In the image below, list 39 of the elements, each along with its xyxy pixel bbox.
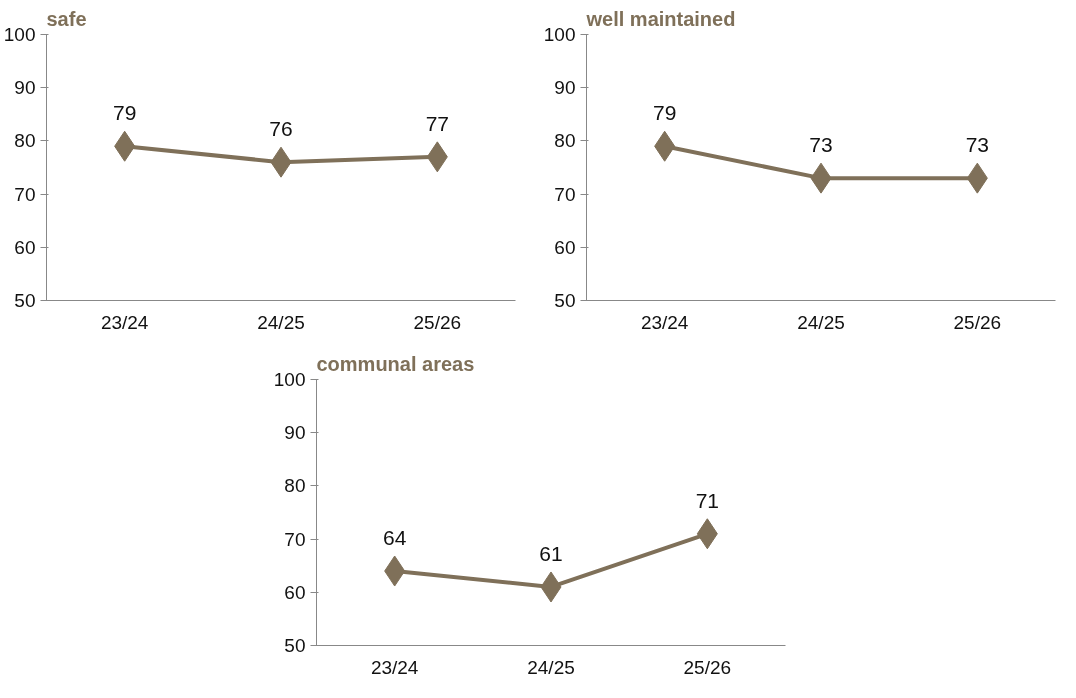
chart-title: communal areas bbox=[316, 352, 475, 375]
y-tick-label: 100 bbox=[273, 369, 306, 390]
x-tick-label: 23/24 bbox=[640, 311, 689, 333]
data-label: 64 bbox=[382, 526, 407, 550]
data-label: 61 bbox=[539, 541, 563, 565]
y-tick-label: 60 bbox=[284, 581, 306, 603]
data-label: 73 bbox=[965, 133, 990, 157]
data-label: 79 bbox=[652, 101, 677, 125]
y-tick-label: 80 bbox=[284, 475, 306, 497]
data-label: 73 bbox=[809, 133, 833, 157]
y-tick-label: 50 bbox=[554, 290, 576, 311]
data-label: 76 bbox=[269, 117, 293, 141]
y-tick-label: 60 bbox=[554, 236, 576, 258]
x-tick-label: 24/25 bbox=[257, 311, 305, 333]
x-tick-label: 23/24 bbox=[370, 656, 419, 678]
y-tick-label: 60 bbox=[14, 236, 36, 258]
chart-title: safe bbox=[46, 7, 87, 30]
x-tick-label: 24/25 bbox=[527, 656, 575, 678]
y-tick-label: 80 bbox=[554, 130, 576, 152]
y-tick-label: 50 bbox=[284, 635, 306, 656]
x-tick-label: 23/24 bbox=[100, 311, 149, 333]
y-tick-label: 90 bbox=[284, 422, 306, 444]
y-tick-label: 90 bbox=[554, 77, 576, 99]
x-tick-label: 24/25 bbox=[797, 311, 845, 333]
x-tick-label: 25/26 bbox=[413, 311, 462, 333]
y-tick-label: 90 bbox=[14, 77, 36, 99]
y-tick-label: 70 bbox=[554, 183, 576, 205]
y-tick-label: 70 bbox=[14, 183, 36, 205]
data-label: 77 bbox=[425, 111, 450, 135]
data-label: 71 bbox=[695, 488, 720, 512]
y-tick-label: 80 bbox=[14, 130, 36, 152]
x-tick-label: 25/26 bbox=[683, 656, 732, 678]
y-tick-label: 100 bbox=[3, 24, 36, 45]
y-tick-label: 50 bbox=[14, 290, 36, 311]
data-label: 79 bbox=[112, 101, 137, 125]
y-tick-label: 70 bbox=[284, 528, 306, 550]
y-tick-label: 100 bbox=[543, 24, 576, 45]
x-tick-label: 25/26 bbox=[953, 311, 1002, 333]
chart-title: well maintained bbox=[585, 7, 736, 30]
